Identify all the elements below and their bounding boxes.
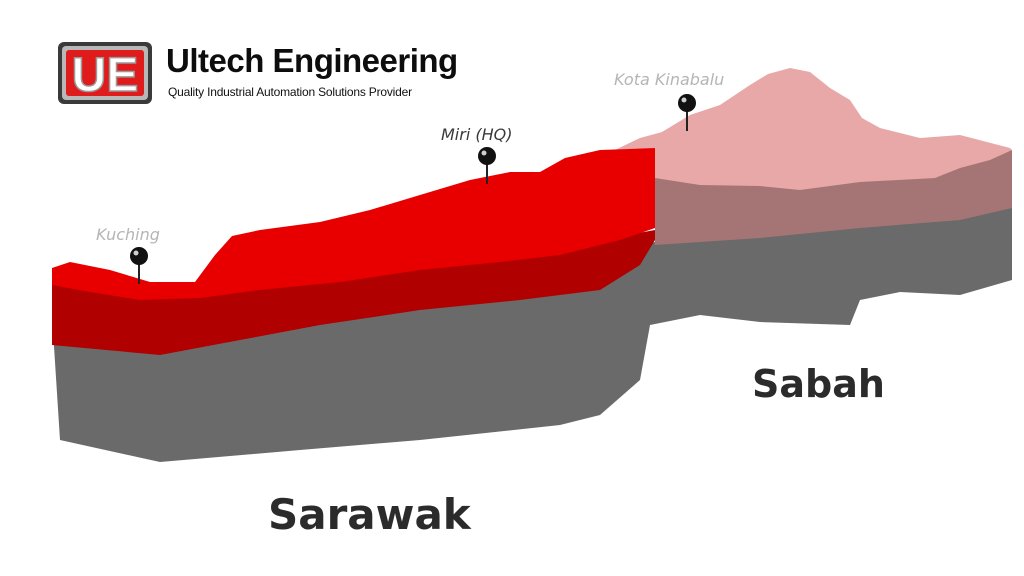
ue-logo-icon: UE bbox=[58, 42, 152, 104]
city-label-kota-kinabalu: Kota Kinabalu bbox=[614, 70, 725, 89]
pin-kota-kinabalu-icon bbox=[678, 94, 696, 131]
region-label-sabah: Sabah bbox=[752, 362, 885, 406]
sarawak-side bbox=[52, 150, 655, 355]
sabah-top bbox=[615, 68, 1012, 190]
city-label-miri: Miri (HQ) bbox=[441, 125, 513, 144]
sarawak-top bbox=[52, 148, 655, 300]
pin-kuching-icon bbox=[130, 247, 148, 284]
region-label-sarawak: Sarawak bbox=[268, 490, 471, 539]
city-label-kuching: Kuching bbox=[96, 225, 160, 244]
company-logo: UE Ultech Engineering Quality Industrial… bbox=[56, 40, 458, 106]
pin-miri-icon bbox=[478, 147, 496, 184]
map-base bbox=[52, 200, 1012, 462]
svg-text:UE: UE bbox=[72, 49, 139, 102]
pins-layer bbox=[130, 94, 696, 284]
company-name: Ultech Engineering bbox=[166, 42, 458, 79]
company-tagline: Quality Industrial Automation Solutions … bbox=[168, 85, 412, 99]
